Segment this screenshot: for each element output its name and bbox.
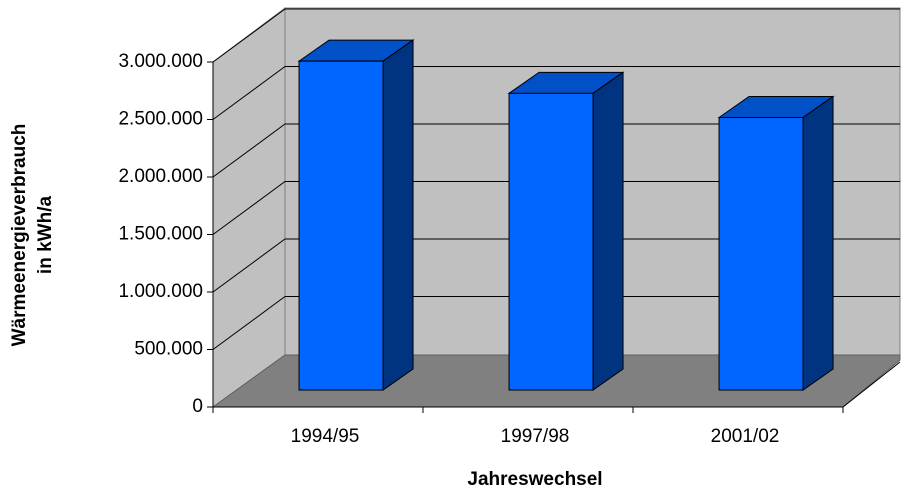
floor-edge	[842, 361, 901, 408]
y-tick-label: 0	[192, 396, 203, 417]
grid-line	[212, 181, 900, 235]
x-tick-label: 1997/98	[501, 426, 570, 447]
grid-line	[212, 296, 900, 350]
bar	[298, 60, 384, 391]
grid-line	[212, 66, 900, 120]
bar	[718, 116, 804, 391]
grid-line	[212, 8, 900, 63]
x-tick-label: 2001/02	[711, 426, 780, 447]
y-tick-label: 2.000.000	[118, 166, 203, 187]
y-axis-title: Wärmeenergieverbrauch	[9, 124, 30, 347]
grid-line	[212, 123, 900, 178]
y-tick-label: 500.000	[134, 339, 203, 360]
x-axis-title: Jahreswechsel	[467, 469, 602, 490]
bar-side	[802, 95, 834, 392]
y-tick-label: 1.500.000	[118, 224, 203, 245]
x-tick-label: 1994/95	[291, 426, 360, 447]
bar-side	[382, 39, 414, 392]
y-tick-label: 3.000.000	[118, 51, 203, 72]
bar-side	[592, 71, 624, 392]
bar	[508, 92, 594, 391]
y-axis-title: in kWh/a	[35, 196, 56, 275]
grid-line	[212, 238, 900, 293]
y-tick-label: 2.500.000	[118, 109, 203, 130]
y-tick-label: 1.000.000	[118, 281, 203, 302]
